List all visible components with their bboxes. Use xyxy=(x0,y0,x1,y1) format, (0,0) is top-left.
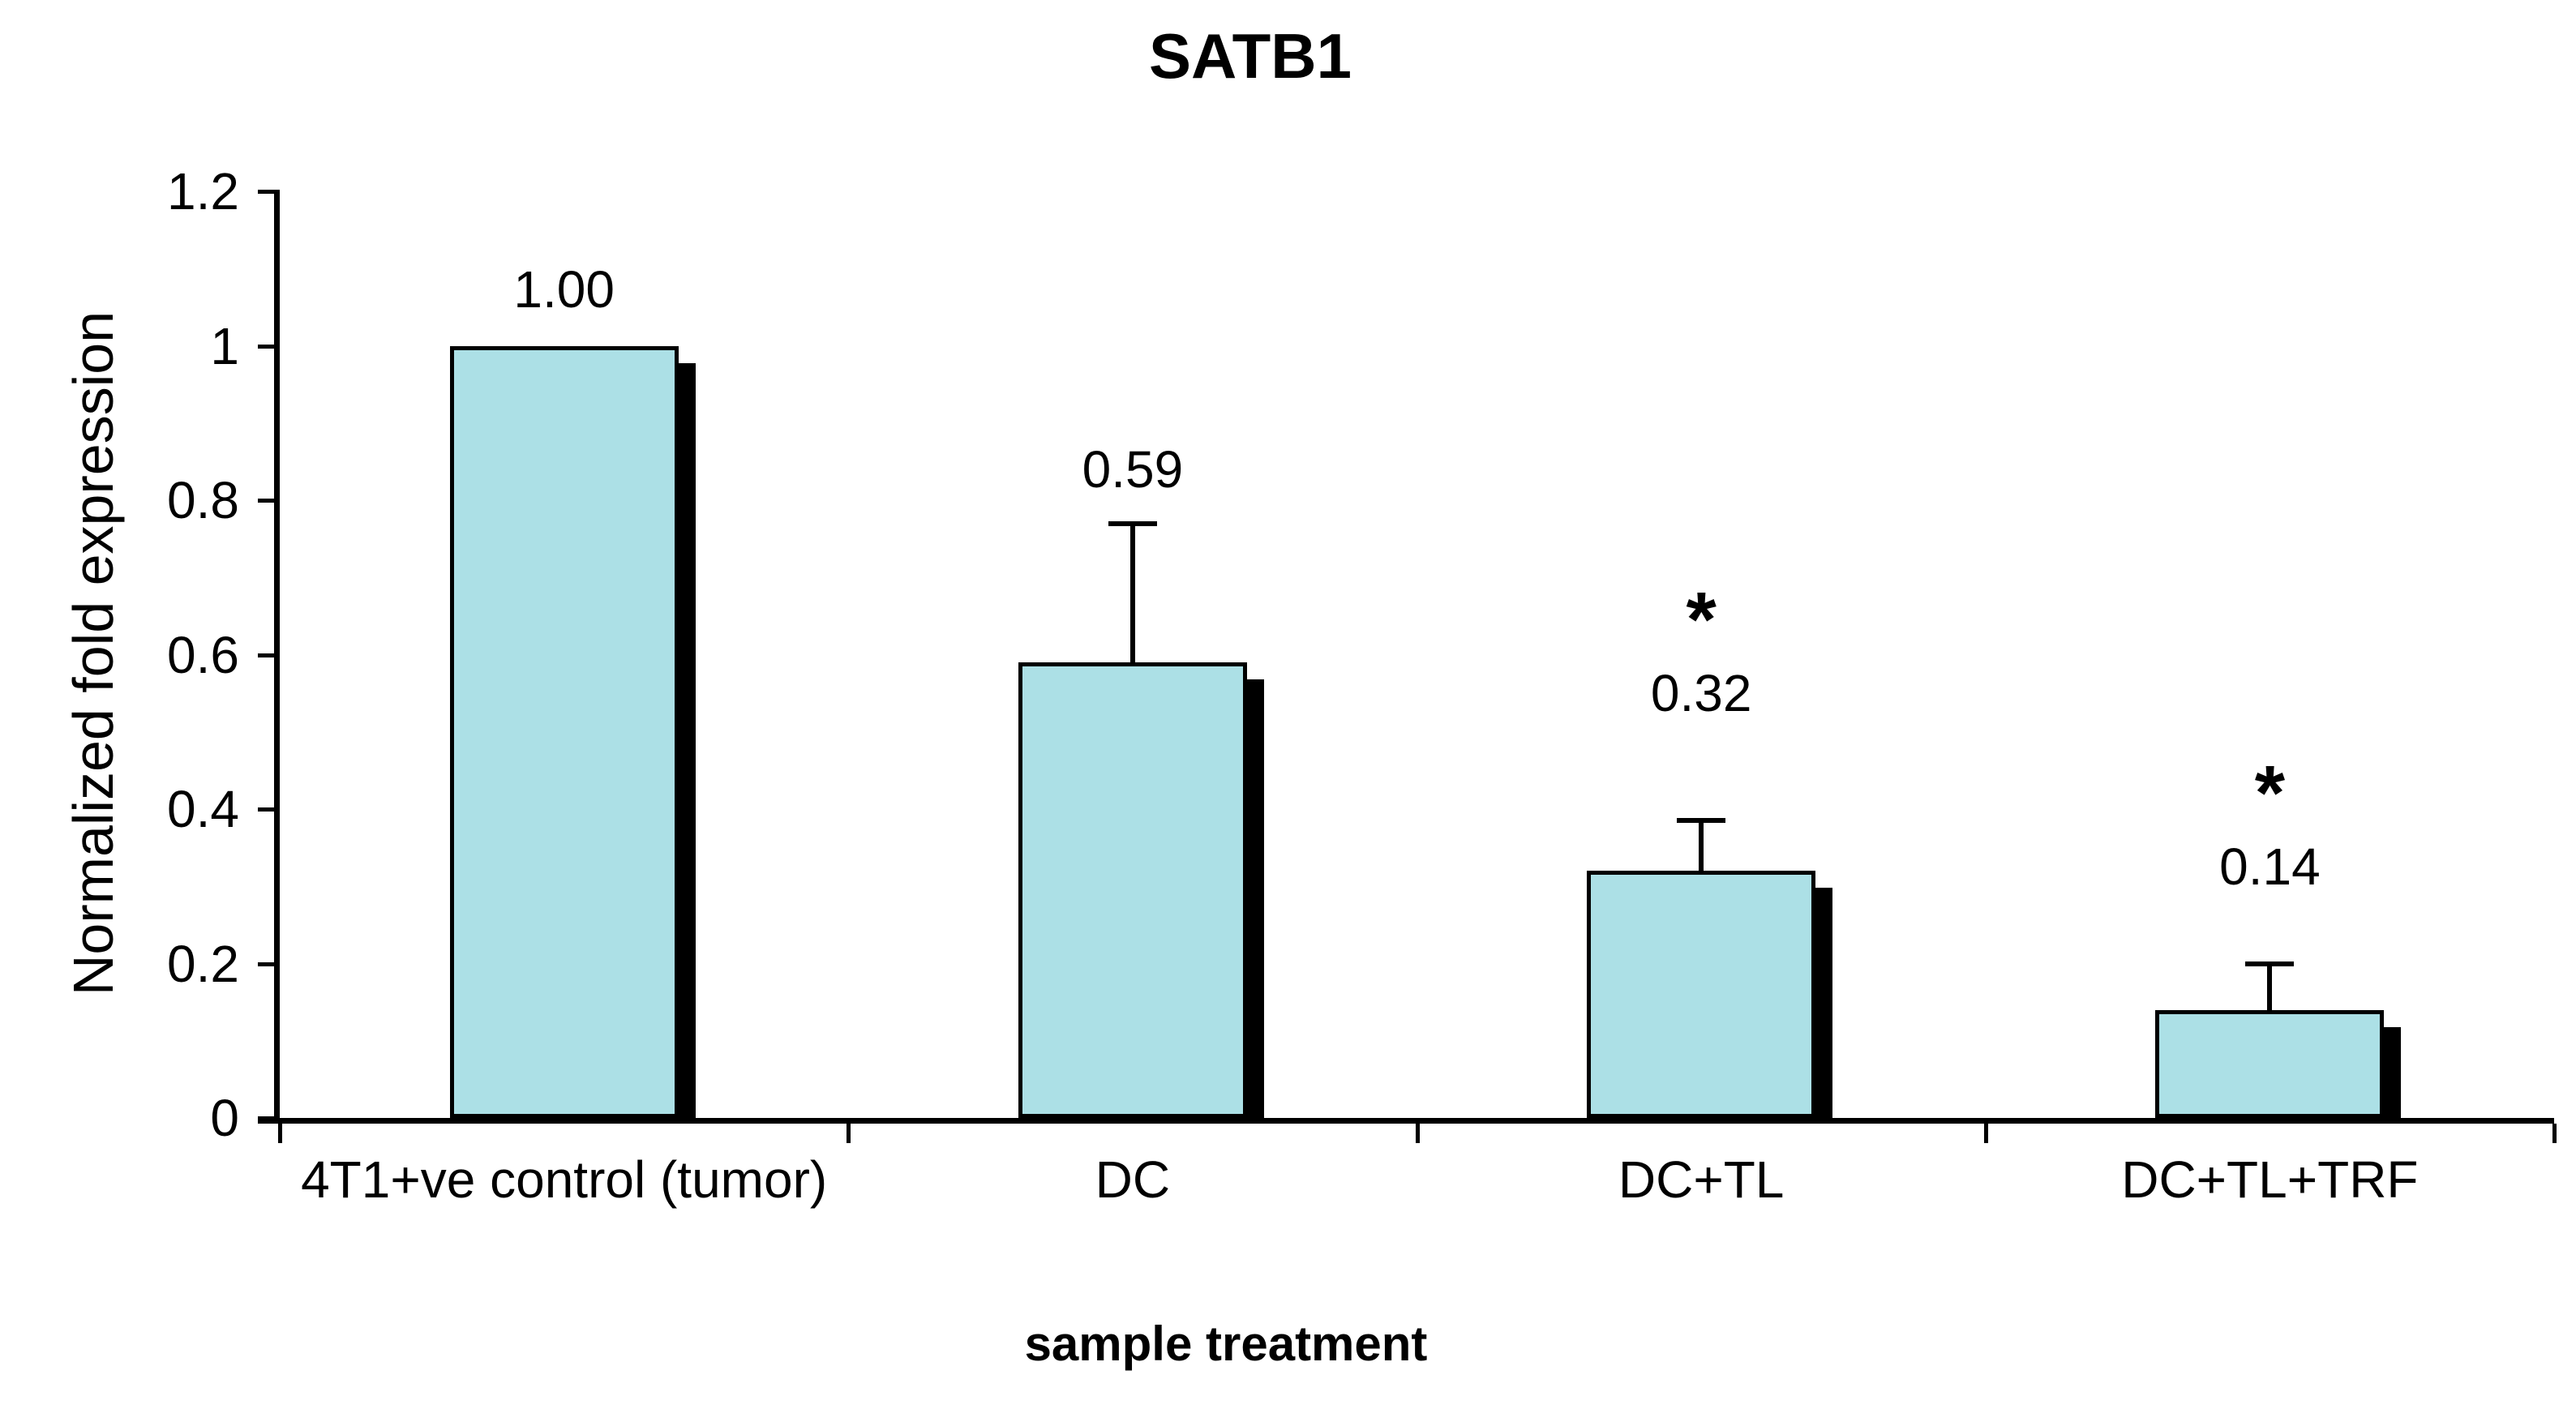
bar xyxy=(449,345,679,1118)
y-tick-label: 1 xyxy=(210,316,239,375)
category-label: DC+TL+TRF xyxy=(2121,1150,2419,1209)
bar xyxy=(1018,662,1247,1118)
bar xyxy=(1587,871,1816,1118)
error-bar-line xyxy=(1129,523,1135,662)
y-tick-label: 0.8 xyxy=(167,471,239,529)
value-label: 0.32 xyxy=(1650,664,1752,723)
bar-shadow xyxy=(1815,888,1833,1118)
bar-shadow xyxy=(2384,1026,2402,1118)
x-axis-tick xyxy=(1415,1124,1420,1143)
x-axis-title: sample treatment xyxy=(1024,1317,1428,1371)
x-axis-tick xyxy=(847,1124,851,1143)
y-axis-tick xyxy=(258,807,280,812)
significance-star: * xyxy=(2254,749,2286,837)
value-label: 0.59 xyxy=(1082,439,1184,499)
y-axis-tick xyxy=(258,190,280,194)
x-axis-tick xyxy=(1983,1124,1988,1143)
y-axis-tick xyxy=(258,1116,280,1120)
error-bar-line xyxy=(2267,963,2273,1010)
bar-shadow xyxy=(1246,679,1264,1118)
x-axis-tick xyxy=(278,1124,282,1143)
y-axis-tick xyxy=(258,499,280,503)
x-axis-tick xyxy=(2552,1124,2557,1143)
bar xyxy=(2155,1009,2385,1118)
significance-star: * xyxy=(1686,576,1717,664)
value-label: 1.00 xyxy=(513,259,615,319)
y-tick-label: 0.4 xyxy=(167,780,239,838)
y-axis-line xyxy=(274,191,280,1124)
category-label: DC+TL xyxy=(1618,1150,1785,1209)
y-tick-label: 0 xyxy=(210,1089,239,1147)
y-tick-label: 0.6 xyxy=(167,625,239,684)
error-bar-cap xyxy=(1677,818,1726,824)
category-label: DC xyxy=(1095,1150,1171,1209)
y-axis-tick xyxy=(258,344,280,349)
error-bar-cap xyxy=(2245,961,2295,966)
y-axis-tick xyxy=(258,653,280,657)
y-tick-label: 1.2 xyxy=(167,162,239,221)
bar-shadow xyxy=(678,362,696,1118)
error-bar-cap xyxy=(1108,520,1157,526)
category-label: 4T1+ve control (tumor) xyxy=(301,1150,828,1209)
value-label: 0.14 xyxy=(2219,837,2321,896)
y-tick-label: 0.2 xyxy=(167,934,239,993)
error-bar-line xyxy=(1699,820,1704,872)
y-axis-tick xyxy=(258,961,280,966)
x-axis-line xyxy=(258,1118,2554,1124)
chart-title: SATB1 xyxy=(1149,20,1352,92)
